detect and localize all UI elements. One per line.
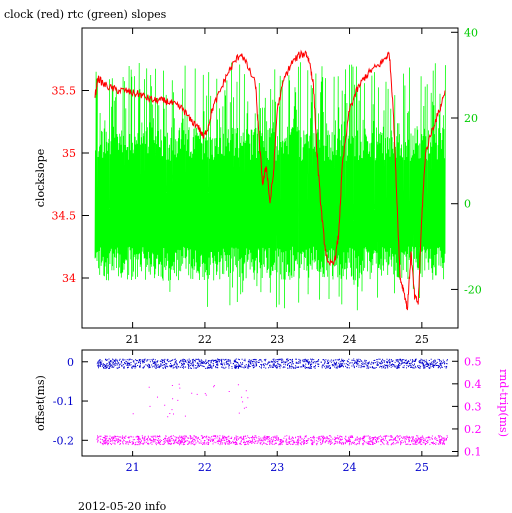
- bottom-x-tick-label: 23: [270, 461, 284, 474]
- footer-label: 2012-05-20 info: [78, 500, 167, 513]
- bottom-x-tick-label: 22: [198, 461, 212, 474]
- y-tick-label: 34.5: [52, 210, 77, 223]
- bottom-plot-frame: [81, 349, 459, 457]
- bottom-x-tick-label: 24: [343, 461, 357, 474]
- bottom-y-tick-label: 0: [67, 356, 74, 369]
- bottom-y-tick-label: -0.1: [53, 395, 74, 408]
- y2-tick-label: -20: [464, 283, 482, 296]
- clock-series-line: [94, 49, 446, 311]
- rtc-series-line: [94, 62, 446, 311]
- x-tick-label: 24: [343, 333, 357, 346]
- y2-tick-label: 20: [464, 112, 478, 125]
- y-tick-label: 35.5: [52, 85, 77, 98]
- top-plot-frame: [81, 27, 459, 329]
- y-tick-label: 34: [62, 272, 76, 285]
- bottom-y2-tick-label: 0.1: [464, 445, 482, 458]
- y2-tick-label: 0: [464, 198, 471, 211]
- bottom-y-tick-label: -0.2: [53, 434, 74, 447]
- bottom-x-tick-label: 21: [126, 461, 140, 474]
- y-axis-label: clockslope: [34, 149, 47, 207]
- bottom-y2-tick-label: 0.3: [464, 400, 482, 413]
- y-tick-label: 35: [62, 147, 76, 160]
- x-tick-label: 21: [126, 333, 140, 346]
- bottom-y2-tick-label: 0.4: [464, 378, 482, 391]
- offset-scatter-points: [96, 358, 448, 369]
- x-tick-label: 22: [198, 333, 212, 346]
- bottom-y-axis-label: offset(ms): [34, 375, 47, 431]
- x-tick-label: 25: [415, 333, 429, 346]
- bottom-x-tick-label: 25: [415, 461, 429, 474]
- bottom-y2-tick-label: 0.5: [464, 355, 482, 368]
- chart-title: clock (red) rtc (green) slopes: [4, 8, 167, 21]
- x-tick-label: 23: [270, 333, 284, 346]
- y2-tick-label: 40: [464, 26, 478, 39]
- bottom-y2-tick-label: 0.2: [464, 423, 482, 436]
- rndtrip-scatter-points: [96, 383, 448, 446]
- bottom-y2-axis-label: rnd-trip(ms): [497, 369, 510, 437]
